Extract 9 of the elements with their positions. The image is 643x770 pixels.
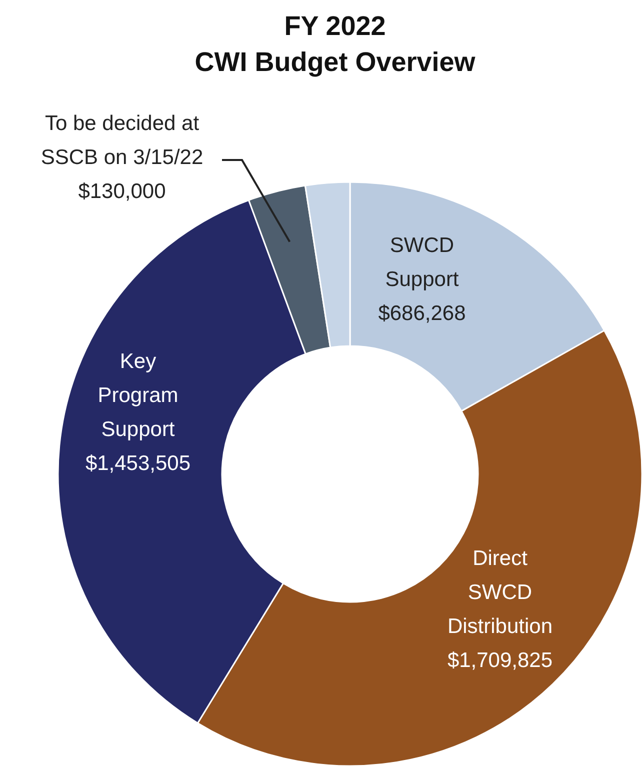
data-label: $130,000 [78, 180, 166, 203]
slice-label: Key Program Support [98, 350, 178, 441]
slice-label: SWCD Support [385, 234, 459, 291]
data-label: $1,453,505 [85, 452, 191, 475]
slice-label: To be decided at SSCB on 3/15/22 [40, 112, 204, 169]
data-label: $686,268 [378, 302, 466, 325]
slice-label: Direct SWCD Distribution [447, 547, 553, 638]
chart-title: FY 2022 CWI Budget Overview [194, 11, 476, 77]
data-label: $1,709,825 [447, 649, 553, 672]
